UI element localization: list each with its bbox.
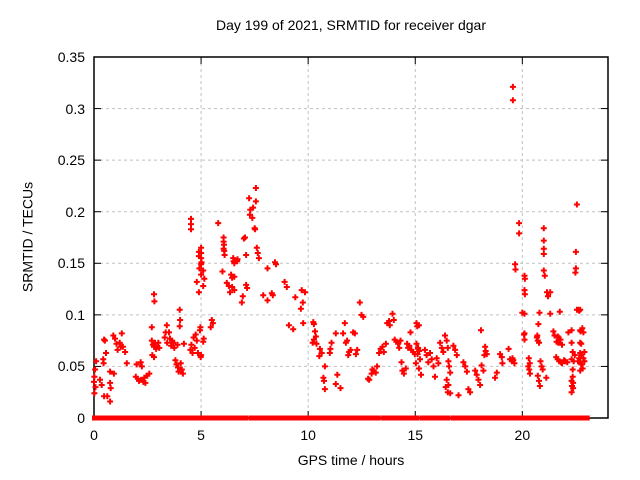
zero-value-band <box>220 415 235 421</box>
zero-value-band <box>401 415 412 421</box>
y-tick-label: 0.3 <box>65 100 85 117</box>
y-tick-label: 0.15 <box>57 255 85 272</box>
zero-value-band <box>165 415 195 421</box>
zero-value-band <box>561 415 574 421</box>
scatter-points <box>91 83 588 405</box>
x-tick-label: 20 <box>514 427 531 443</box>
zero-value-band <box>338 415 358 421</box>
zero-value-band <box>427 415 441 421</box>
chart-title: Day 199 of 2021, SRMTID for receiver dga… <box>215 17 486 33</box>
zero-value-band <box>419 415 430 421</box>
zero-value-band <box>488 415 498 421</box>
zero-value-band <box>233 415 248 421</box>
zero-value-band <box>260 415 281 421</box>
zero-value-band <box>440 415 451 421</box>
x-tick-label: 10 <box>300 427 316 443</box>
zero-value-band <box>527 415 544 421</box>
zero-value-band <box>385 415 393 421</box>
y-tick-label: 0.35 <box>57 49 85 65</box>
x-tick-label: 15 <box>407 427 424 443</box>
zero-value-band <box>158 415 167 421</box>
x-tick-label: 5 <box>197 427 205 443</box>
y-tick-label: 0.25 <box>57 152 85 169</box>
x-axis-label: GPS time / hours <box>297 452 405 468</box>
zero-value-band <box>541 415 553 421</box>
zero-value-band <box>381 415 388 421</box>
zero-value-band <box>551 415 563 421</box>
zero-value-band <box>475 415 491 421</box>
zero-value-band <box>278 415 298 421</box>
zero-value-band <box>129 415 145 421</box>
zero-value-band <box>507 415 519 421</box>
y-tick-label: 0.05 <box>57 358 85 375</box>
zero-value-band <box>517 415 529 421</box>
zero-value-band <box>92 415 104 421</box>
zero-value-band <box>205 415 223 421</box>
zero-value-band <box>304 415 319 421</box>
y-tick-label: 0.2 <box>65 203 85 220</box>
zero-value-band <box>143 415 153 421</box>
zero-value-band <box>367 415 381 421</box>
y-tick-label: 0 <box>77 410 85 426</box>
zero-value-band <box>450 415 462 421</box>
zero-value-band <box>150 415 160 421</box>
zero-value-band <box>248 415 261 421</box>
zero-value-band <box>581 415 590 421</box>
zero-value-band <box>101 415 117 421</box>
zero-value-band <box>193 415 208 421</box>
zero-value-band <box>115 415 131 421</box>
zero-value-band <box>296 415 306 421</box>
x-tick-label: 0 <box>90 427 98 443</box>
y-tick-label: 0.1 <box>65 306 85 323</box>
zero-value-band <box>571 415 584 421</box>
zero-value-band <box>459 415 478 421</box>
zero-value-band <box>390 415 403 421</box>
zero-value-band <box>495 415 509 421</box>
zero-value-band <box>410 415 420 421</box>
zero-value-band <box>317 415 341 421</box>
zero-value-band <box>355 415 369 421</box>
